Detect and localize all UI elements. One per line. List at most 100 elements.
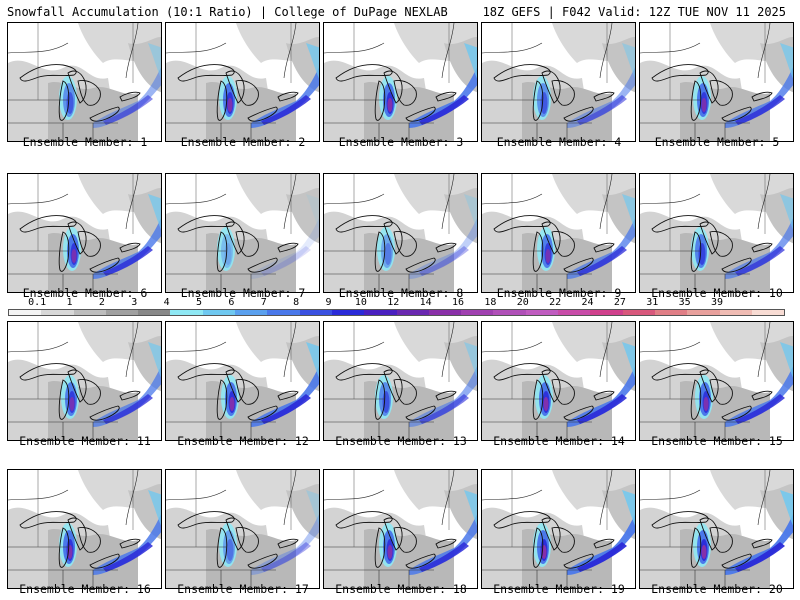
snowfall-map <box>324 322 477 440</box>
snowfall-map <box>640 23 793 141</box>
ensemble-map-panel <box>481 321 636 441</box>
ensemble-member-label: Ensemble Member: 8 <box>338 286 464 300</box>
ensemble-map-panel <box>7 321 162 441</box>
legend-tick-label: 3 <box>131 297 138 308</box>
ensemble-map-panel <box>323 173 478 293</box>
ensemble-map-panel <box>323 321 478 441</box>
ensemble-member-label: Ensemble Member: 4 <box>496 135 622 149</box>
snowfall-map <box>482 23 635 141</box>
legend-color-segment <box>9 310 42 315</box>
legend-color-segment <box>41 310 74 315</box>
legend-color-segment <box>525 310 559 315</box>
legend-tick-label: 20 <box>516 297 529 308</box>
ensemble-member-label: Ensemble Member: 13 <box>335 434 467 448</box>
legend-color-segment <box>751 310 785 315</box>
legend-color-bar <box>8 309 785 316</box>
legend-color-segment <box>138 310 171 315</box>
snowfall-map <box>640 470 793 588</box>
ensemble-member-label: Ensemble Member: 11 <box>19 434 151 448</box>
model-run-info: 18Z GEFS | F042 Valid: 12Z TUE NOV 11 20… <box>482 5 786 19</box>
ensemble-member-label: Ensemble Member: 16 <box>19 582 151 596</box>
legend-tick-label: 18 <box>484 297 497 308</box>
legend-tick-label: 10 <box>354 297 367 308</box>
ensemble-map-panel <box>7 22 162 142</box>
map-title: Snowfall Accumulation (10:1 Ratio) | Col… <box>7 5 448 19</box>
legend-tick-label: 12 <box>387 297 400 308</box>
legend-color-segment <box>687 310 720 315</box>
snowfall-map <box>482 470 635 588</box>
legend-color-segment <box>170 310 203 315</box>
legend-color-segment <box>428 310 462 315</box>
legend-tick-label: 22 <box>549 297 562 308</box>
ensemble-map-panel <box>639 321 794 441</box>
legend-tick-label: 8 <box>293 297 300 308</box>
ensemble-map-panel <box>165 22 320 142</box>
ensemble-map-panel <box>639 22 794 142</box>
snowfall-map <box>324 23 477 141</box>
ensemble-member-label: Ensemble Member: 18 <box>335 582 467 596</box>
legend-tick-label: 5 <box>195 297 203 308</box>
snowfall-color-legend: 0.1 1 2 3 4 5 6 7 8 9 10 12 14 16 18 20 22 24 27 31 35 39 <box>8 297 785 316</box>
legend-color-segment <box>654 310 688 315</box>
ensemble-member-label: Ensemble Member: 1 <box>22 135 148 149</box>
legend-color-segment <box>622 310 655 315</box>
ensemble-member-label: Ensemble Member: 3 <box>338 135 464 149</box>
legend-tick-label: 7 <box>260 297 267 308</box>
ensemble-map-panel <box>481 22 636 142</box>
ensemble-member-label: Ensemble Member: 19 <box>493 582 625 596</box>
legend-tick-label: 0.1 <box>28 297 47 308</box>
snowfall-map <box>640 174 793 292</box>
ensemble-member-label: Ensemble Member: 17 <box>177 582 309 596</box>
snowfall-map <box>8 470 161 588</box>
ensemble-member-label: Ensemble Member: 2 <box>180 135 306 149</box>
ensemble-map-panel <box>639 469 794 589</box>
snowfall-map <box>8 322 161 440</box>
snowfall-map <box>324 470 477 588</box>
snowfall-map <box>166 23 319 141</box>
ensemble-map-panel <box>323 22 478 142</box>
legend-color-segment <box>105 310 139 315</box>
ensemble-member-label: Ensemble Member: 5 <box>654 135 780 149</box>
legend-tick-label: 39 <box>710 297 724 308</box>
snowfall-map <box>324 174 477 292</box>
legend-tick-label: 24 <box>581 297 594 308</box>
ensemble-map-panel <box>7 173 162 293</box>
legend-tick-label: 27 <box>613 297 626 308</box>
snowfall-map <box>640 322 793 440</box>
legend-tick-label: 31 <box>646 297 659 308</box>
snowfall-map <box>8 174 161 292</box>
ensemble-member-label: Ensemble Member: 15 <box>651 434 783 448</box>
legend-color-segment <box>558 310 591 315</box>
ensemble-map-panel <box>165 173 320 293</box>
legend-tick-label: 14 <box>419 297 432 308</box>
legend-color-segment <box>235 310 268 315</box>
legend-tick-label: 9 <box>325 297 332 308</box>
ensemble-member-label: Ensemble Member: 20 <box>651 582 783 596</box>
ensemble-member-label: Ensemble Member: 7 <box>180 286 306 300</box>
legend-color-segment <box>493 310 526 315</box>
legend-tick-label: 2 <box>98 297 105 308</box>
legend-tick-label: 35 <box>678 297 691 308</box>
legend-color-segment <box>396 310 429 315</box>
ensemble-member-label: Ensemble Member: 9 <box>496 286 622 300</box>
legend-color-segment <box>461 310 494 315</box>
snowfall-map <box>482 322 635 440</box>
legend-tick-label: 6 <box>228 297 235 308</box>
legend-color-segment <box>73 310 106 315</box>
legend-tick-label: 1 <box>66 297 73 308</box>
snowfall-map <box>166 470 319 588</box>
ensemble-map-panel <box>165 469 320 589</box>
legend-color-segment <box>719 310 752 315</box>
ensemble-member-label: Ensemble Member: 6 <box>22 286 148 300</box>
snowfall-map <box>166 174 319 292</box>
legend-color-segment <box>364 310 397 315</box>
legend-color-segment <box>590 310 623 315</box>
snowfall-map <box>8 23 161 141</box>
ensemble-member-label: Ensemble Member: 10 <box>651 286 783 300</box>
ensemble-map-panel <box>165 321 320 441</box>
ensemble-map-panel <box>639 173 794 293</box>
ensemble-map-panel <box>481 173 636 293</box>
ensemble-member-label: Ensemble Member: 12 <box>177 434 309 448</box>
legend-color-segment <box>299 310 332 315</box>
legend-color-segment <box>202 310 236 315</box>
